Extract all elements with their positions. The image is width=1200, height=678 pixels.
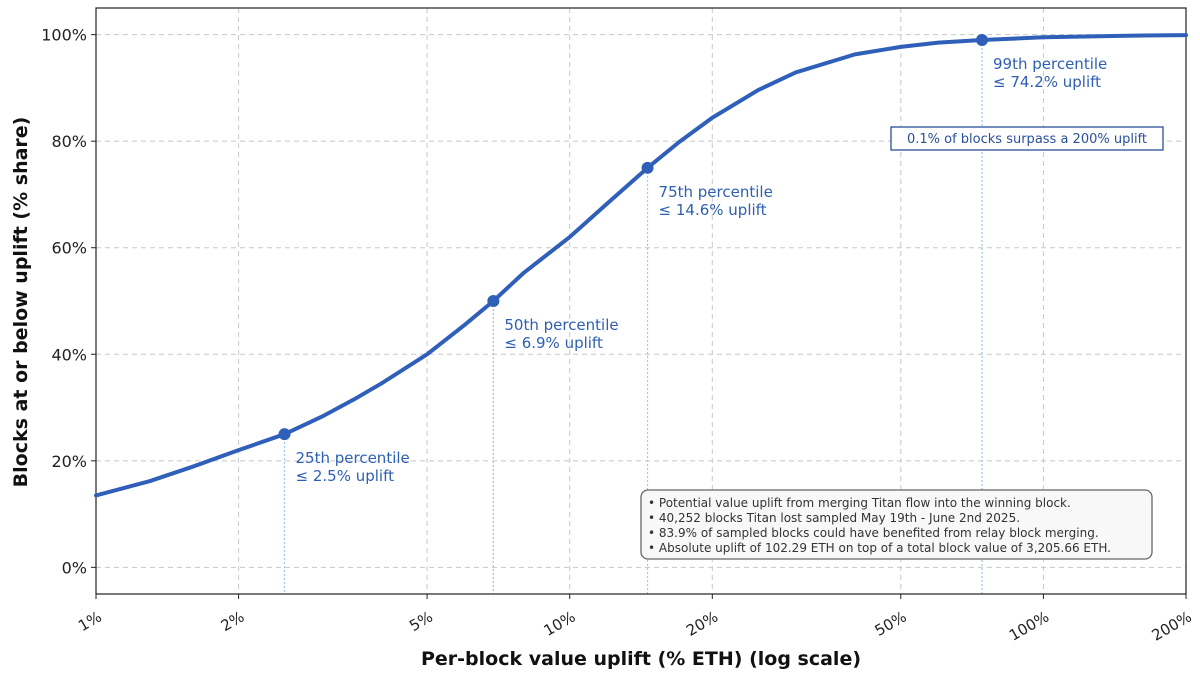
note-line-2: • 40,252 blocks Titan lost sampled May 1…: [648, 511, 1020, 525]
percentile-value-2: ≤ 14.6% uplift: [659, 201, 767, 219]
percentile-value-3: ≤ 74.2% uplift: [993, 73, 1101, 91]
note-line-1: • Potential value uplift from merging Ti…: [648, 496, 1071, 510]
series-line-0: [94, 33, 1188, 498]
percentile-markers: 25th percentile≤ 2.5% uplift 50th percent…: [278, 33, 1107, 485]
x-axis-title: Per-block value uplift (% ETH) (log scal…: [421, 648, 861, 670]
y-tick-label-4: 80%: [51, 132, 87, 151]
y-axis-ticks: 0% 20% 40% 60% 80% 100%: [41, 26, 96, 577]
y-tick-label-5: 100%: [41, 26, 87, 45]
y-axis-title: Blocks at or below uplift (% share): [10, 117, 32, 488]
percentile-value-0: ≤ 2.5% uplift: [296, 467, 395, 485]
percentile-point-2: [641, 161, 654, 174]
y-tick-label-1: 20%: [51, 452, 87, 471]
callout-text: 0.1% of blocks surpass a 200% uplift: [907, 132, 1147, 147]
percentile-label-1: 50th percentile: [504, 316, 618, 334]
percentile-point-3: [976, 33, 989, 46]
percentile-label-0: 25th percentile: [296, 449, 410, 467]
callout-border: [890, 126, 1164, 151]
note-line-3: • 83.9% of sampled blocks could have ben…: [648, 526, 1099, 540]
plot-frame: [95, 7, 1187, 595]
y-tick-label-3: 60%: [51, 239, 87, 258]
percentile-point-1: [487, 295, 500, 307]
percentile-value-1: ≤ 6.9% uplift: [504, 334, 603, 352]
callout-box: 0.1% of blocks surpass a 200% uplift: [890, 126, 1164, 151]
y-tick-label-2: 40%: [51, 345, 87, 364]
percentile-label-3: 99th percentile: [993, 55, 1107, 73]
notes-box: • Potential value uplift from merging Ti…: [640, 489, 1153, 560]
series-lines: [94, 33, 1188, 498]
y-tick-label-0: 0%: [62, 558, 87, 577]
percentile-point-0: [278, 428, 291, 441]
note-line-4: • Absolute uplift of 102.29 ETH on top o…: [648, 541, 1111, 555]
percentile-label-2: 75th percentile: [659, 183, 773, 201]
notes-border: [640, 489, 1153, 560]
